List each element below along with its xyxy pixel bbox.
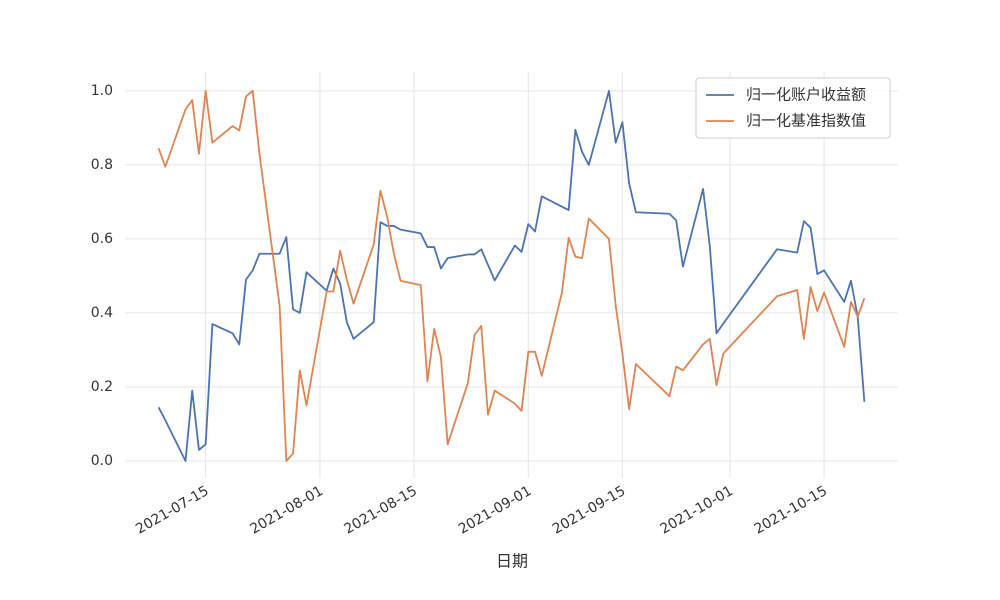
y-tick-label: 0.0 — [91, 453, 113, 469]
x-tick-label: 2021-09-15 — [550, 483, 628, 538]
x-tick-label: 2021-08-01 — [247, 483, 325, 538]
x-tick-label: 2021-10-01 — [657, 483, 735, 538]
grid — [125, 72, 898, 478]
y-tick-label: 0.6 — [91, 231, 113, 247]
x-axis-label: 日期 — [496, 552, 528, 571]
y-tick-label: 0.8 — [91, 157, 113, 173]
series-line — [157, 89, 866, 462]
y-tick-label: 1.0 — [91, 83, 113, 99]
x-tick-label: 2021-09-01 — [456, 483, 534, 538]
series-line — [157, 89, 866, 462]
x-tick-label: 2021-08-15 — [342, 483, 420, 538]
y-tick-label: 0.4 — [91, 305, 113, 321]
legend-label: 归一化基准指数值 — [746, 112, 866, 130]
legend-label: 归一化账户收益额 — [746, 86, 866, 104]
y-tick-label: 0.2 — [91, 379, 113, 395]
legend-box — [695, 77, 891, 139]
x-tick-label: 2021-07-15 — [133, 483, 211, 538]
x-tick-label: 2021-10-15 — [752, 483, 830, 538]
